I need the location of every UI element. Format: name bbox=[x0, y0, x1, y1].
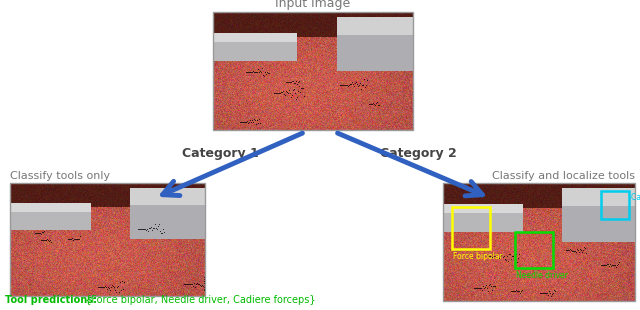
Text: Force bipolar: Force bipolar bbox=[453, 252, 503, 261]
Bar bbox=[452, 207, 490, 249]
Text: Cadiere forceps: Cadiere forceps bbox=[631, 193, 640, 202]
Text: Category 2: Category 2 bbox=[380, 147, 456, 160]
Bar bbox=[443, 183, 635, 301]
Bar bbox=[213, 12, 413, 130]
Text: Input image: Input image bbox=[275, 0, 351, 10]
Bar bbox=[515, 232, 553, 268]
Text: {Force bipolar, Needle driver, Cadiere forceps}: {Force bipolar, Needle driver, Cadiere f… bbox=[82, 295, 316, 305]
Bar bbox=[601, 191, 629, 219]
Text: Needle driver: Needle driver bbox=[516, 271, 568, 280]
Text: Tool predictions:: Tool predictions: bbox=[5, 295, 97, 305]
Text: Category 1: Category 1 bbox=[182, 147, 259, 160]
Bar bbox=[10, 183, 205, 296]
Text: Classify and localize tools: Classify and localize tools bbox=[492, 171, 635, 181]
Text: Classify tools only: Classify tools only bbox=[10, 171, 110, 181]
